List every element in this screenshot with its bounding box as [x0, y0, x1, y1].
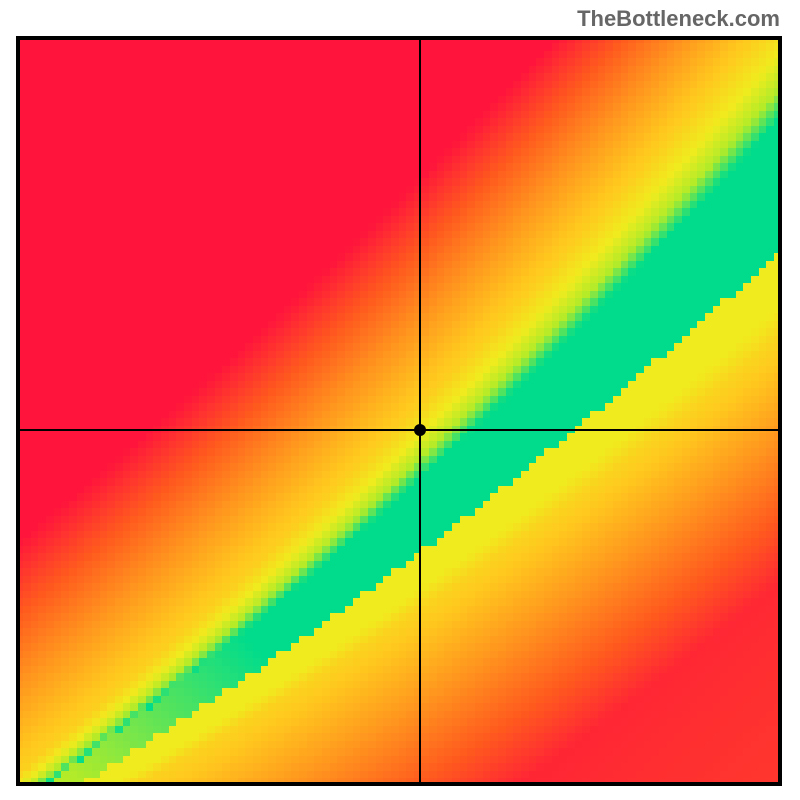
- crosshair-vertical: [419, 36, 421, 786]
- crosshair-horizontal: [16, 429, 782, 431]
- heatmap-plot: [16, 36, 782, 786]
- crosshair-marker: [414, 424, 426, 436]
- watermark-text: TheBottleneck.com: [577, 6, 780, 32]
- heatmap-canvas: [16, 36, 782, 786]
